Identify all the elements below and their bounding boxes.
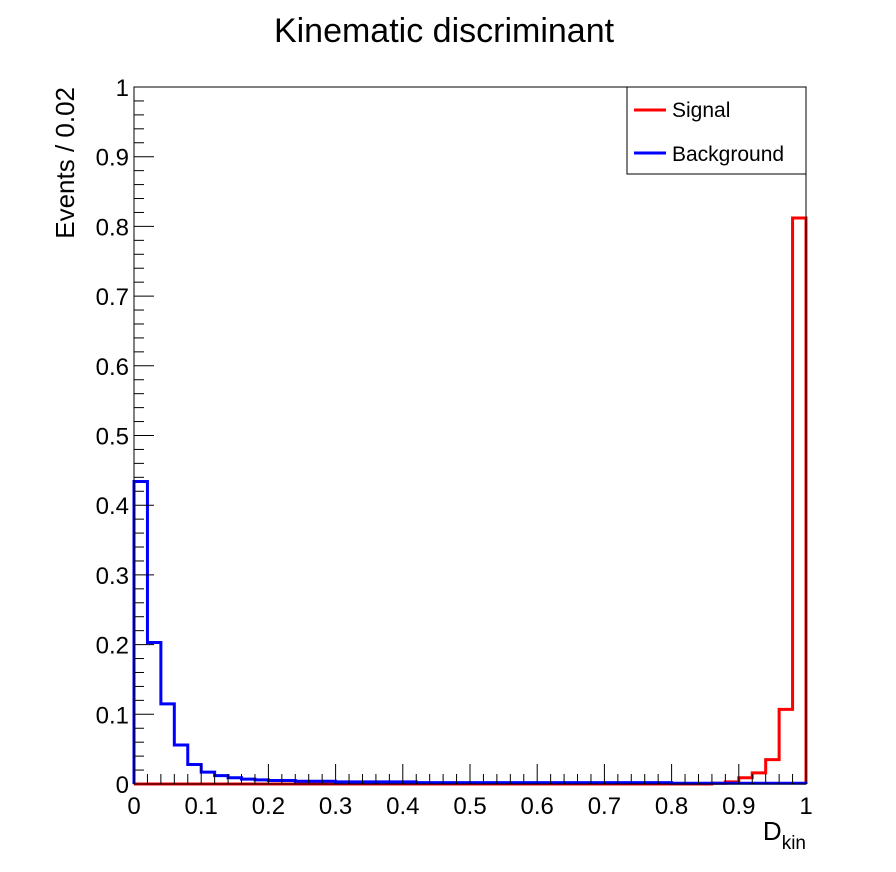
x-axis-label: Dkin [763,816,806,854]
y-tick-label: 0.8 [96,214,129,241]
y-tick-label: 0 [116,772,129,799]
x-tick-label: 0.9 [722,793,755,820]
legend: Signal Background [626,86,807,175]
series-background-histogram [132,480,808,785]
y-tick-label: 0.9 [96,145,129,172]
x-tick-label: 0.6 [521,793,554,820]
x-tick-label: 0.5 [453,793,486,820]
y-tick-label: 0.4 [96,493,129,520]
x-axis-ticks: 0 0.1 0.2 0.3 0.4 0.5 0.6 0.7 0.8 0.9 1 [127,764,813,820]
plot-frame [133,86,807,785]
x-tick-label: 0.2 [252,793,285,820]
x-tick-label: 0.7 [588,793,621,820]
x-axis-label-subscript: kin [782,833,806,854]
y-tick-label: 0.1 [96,702,129,729]
x-tick-label: 0.3 [319,793,352,820]
series-signal-histogram [134,216,808,786]
x-tick-label: 0.4 [386,793,419,820]
legend-label-background: Background [672,143,784,166]
y-tick-label: 0.3 [96,563,129,590]
y-tick-label: 0.5 [96,424,129,451]
y-tick-label: 0.7 [96,284,129,311]
x-tick-label: 0 [127,793,140,820]
legend-label-signal: Signal [672,99,730,122]
x-axis-label-main: D [763,816,782,846]
y-axis-ticks: 0 0.1 0.2 0.3 0.4 0.5 0.6 0.7 0.8 0.9 1 [96,75,154,799]
chart-title: Kinematic discriminant [274,12,615,50]
y-tick-label: 0.6 [96,354,129,381]
x-tick-label: 0.1 [185,793,218,820]
y-axis-label: Events / 0.02 [50,87,80,239]
histogram-layer [132,216,808,786]
y-tick-label: 0.2 [96,633,129,660]
y-tick-label: 1 [116,75,129,102]
x-tick-label: 0.8 [655,793,688,820]
x-tick-label: 1 [799,793,812,820]
legend-box [626,86,807,175]
